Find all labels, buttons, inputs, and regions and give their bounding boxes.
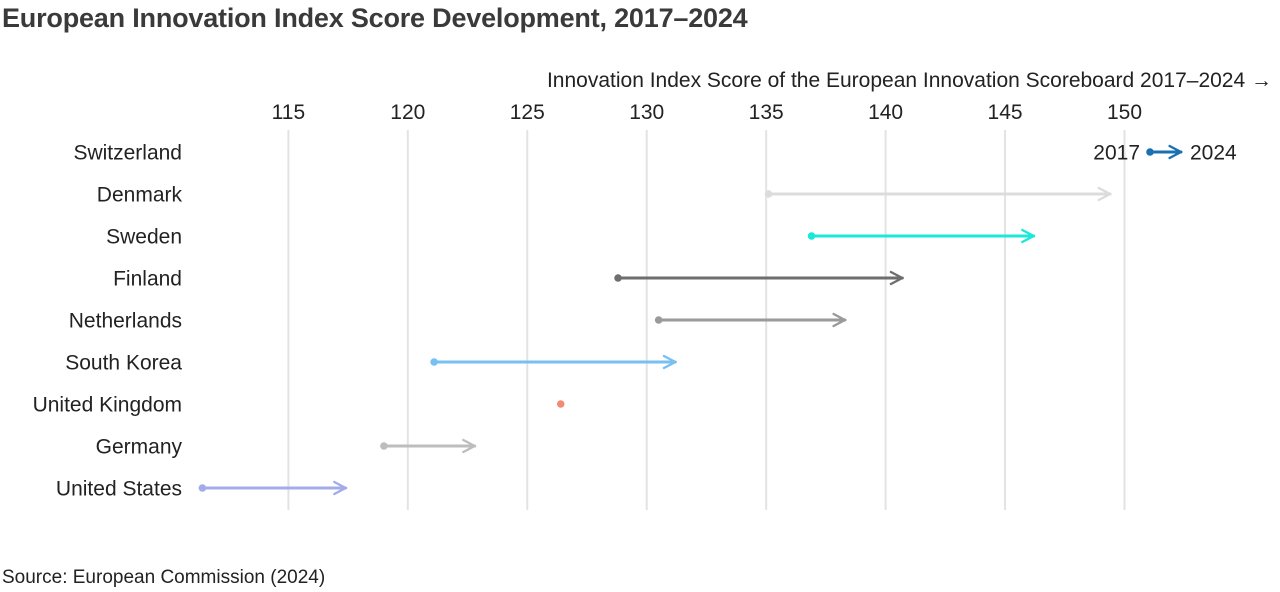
x-tick-label-115: 115 bbox=[272, 101, 305, 124]
category-label-finland: Finland bbox=[113, 268, 182, 291]
start-point-netherlands bbox=[654, 316, 663, 324]
legend-start-label: 2017 bbox=[1093, 142, 1140, 165]
grid bbox=[287, 130, 1126, 510]
category-label-united-states: United States bbox=[56, 478, 182, 501]
x-tick-label-135: 135 bbox=[749, 101, 784, 124]
data-marks bbox=[198, 186, 1112, 496]
category-labels: Switzerland Denmark Sweden Finland Netherlan… bbox=[33, 142, 183, 501]
category-label-sweden: Sweden bbox=[106, 226, 182, 249]
category-label-denmark: Denmark bbox=[97, 184, 183, 207]
x-tick-label-150: 150 bbox=[1107, 101, 1142, 124]
start-point-germany bbox=[380, 442, 388, 450]
legend-start-point bbox=[1146, 148, 1154, 156]
start-point-united-kingdom bbox=[556, 400, 565, 408]
category-label-switzerland: Switzerland bbox=[73, 142, 182, 165]
x-tick-label-140: 140 bbox=[868, 101, 903, 124]
x-tick-label-120: 120 bbox=[390, 101, 425, 124]
start-point-denmark bbox=[764, 190, 773, 198]
dumbbell-chart: 115 120 125 130 135 140 145 150 Innovation Inde… bbox=[33, 69, 1272, 510]
category-label-netherlands: Netherlands bbox=[69, 310, 182, 333]
x-tick-label-130: 130 bbox=[629, 101, 664, 124]
legend-end-label: 2024 bbox=[1190, 142, 1237, 165]
start-point-finland bbox=[614, 274, 622, 282]
source-note: Source: European Commission (2024) bbox=[2, 567, 326, 588]
x-tick-label-145: 145 bbox=[988, 101, 1023, 124]
start-point-united-states bbox=[198, 484, 207, 492]
x-tick-labels: 115 120 125 130 135 140 145 150 bbox=[272, 101, 1142, 124]
legend: 2017 2024 bbox=[1093, 142, 1237, 165]
x-axis-label: Innovation Index Score of the European I… bbox=[547, 69, 1272, 92]
category-label-united-kingdom: United Kingdom bbox=[33, 394, 182, 417]
start-point-south-korea bbox=[430, 358, 438, 366]
x-tick-label-125: 125 bbox=[510, 101, 545, 124]
category-label-germany: Germany bbox=[96, 436, 183, 459]
category-label-south-korea: South Korea bbox=[65, 352, 182, 375]
start-point-sweden bbox=[807, 232, 816, 240]
chart-title: European Innovation Index Score Developm… bbox=[2, 3, 748, 33]
